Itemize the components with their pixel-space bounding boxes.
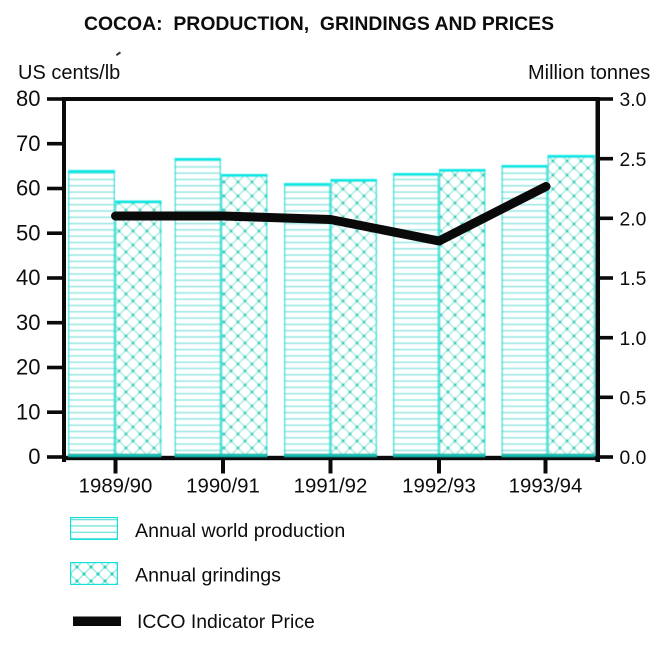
svg-text:20: 20 <box>16 355 40 380</box>
svg-text:2.0: 2.0 <box>620 210 647 231</box>
svg-text:ICCO Indicator Price: ICCO Indicator Price <box>137 611 315 633</box>
svg-text:80: 80 <box>16 86 40 111</box>
svg-text:Million tonnes: Million tonnes <box>528 62 650 84</box>
svg-text:1993/94: 1993/94 <box>509 476 583 498</box>
svg-text:0.0: 0.0 <box>620 448 647 469</box>
svg-text:70: 70 <box>16 131 40 156</box>
svg-text:60: 60 <box>16 176 40 201</box>
svg-text:COCOA: PRODUCTION, GRINDINGS: COCOA: PRODUCTION, GRINDINGS AND PRICES <box>84 13 554 35</box>
svg-text:1991/92: 1991/92 <box>294 476 368 498</box>
svg-text:1990/91: 1990/91 <box>186 476 260 498</box>
svg-text:US cents/lb: US cents/lb <box>18 62 120 84</box>
svg-text:0: 0 <box>28 444 40 469</box>
svg-text:2.5: 2.5 <box>620 150 647 171</box>
svg-text:1.0: 1.0 <box>620 329 647 350</box>
svg-text:0.5: 0.5 <box>620 389 647 410</box>
svg-text:40: 40 <box>16 265 40 290</box>
svg-text:1989/90: 1989/90 <box>79 476 153 498</box>
svg-text:10: 10 <box>16 399 40 424</box>
svg-text:Annual grindings: Annual grindings <box>135 565 281 587</box>
svg-text:1992/93: 1992/93 <box>402 476 476 498</box>
svg-text:Annual world production: Annual world production <box>135 520 345 542</box>
svg-text:1.5: 1.5 <box>620 269 647 290</box>
svg-text:3.0: 3.0 <box>620 90 647 111</box>
svg-text:50: 50 <box>16 220 40 245</box>
svg-text:30: 30 <box>16 310 40 335</box>
